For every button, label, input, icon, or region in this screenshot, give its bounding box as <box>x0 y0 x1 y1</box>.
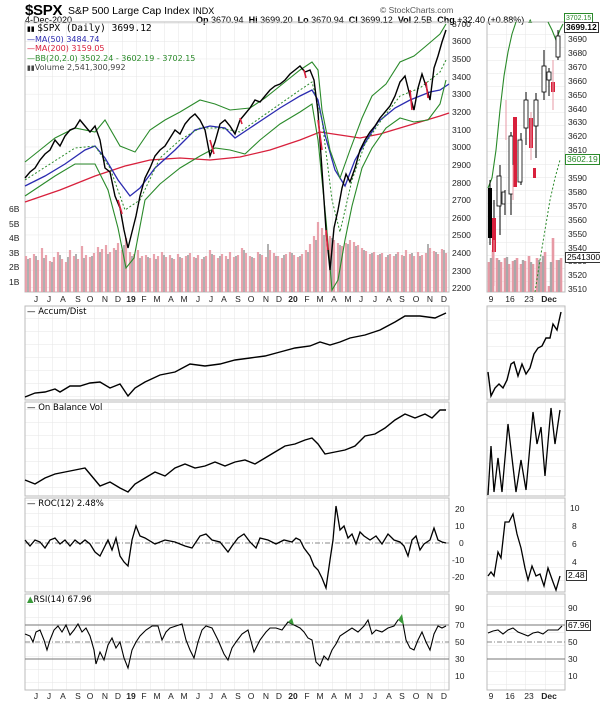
accum-dist-line <box>24 312 447 398</box>
candle-icon: ▮▮ <box>27 25 35 33</box>
ma200-line <box>24 112 450 203</box>
rsi-label: ▲RSI(14) 67.96 <box>27 595 92 605</box>
roc-tag: 2.48 <box>566 570 587 581</box>
obv-panel <box>24 401 566 497</box>
ma200-swatch-icon: — <box>27 44 35 53</box>
line-swatch-icon: — <box>27 499 39 509</box>
bb-swatch-icon: — <box>27 53 35 63</box>
bb-mid-tag: 3602.19 <box>565 154 600 165</box>
ma50-line <box>24 83 450 197</box>
symbol-title: $SPX <box>25 2 63 19</box>
close-price-tag: 3699.12 <box>564 22 599 33</box>
price-candles <box>24 29 447 271</box>
rsi-line <box>24 617 447 670</box>
accum-dist-panel <box>24 305 566 401</box>
rsi-tag: 67.96 <box>566 620 592 631</box>
chart-date: 4-Dec-2020 <box>25 15 73 25</box>
rsi-area-icon: ▲ <box>27 595 34 605</box>
ohlc-summary: Op 3670.94 Hi 3699.20 Lo 3670.94 Cl 3699… <box>196 15 534 25</box>
bb-upper-line <box>24 23 447 180</box>
price-panel <box>24 21 450 293</box>
obv-label: — On Balance Vol <box>27 403 103 413</box>
obv-line <box>24 409 446 493</box>
volume-bars <box>24 222 448 292</box>
roc-label: — ROC(12) 2.48% <box>27 499 104 509</box>
accum-dist-label: — Accum/Dist <box>27 307 87 317</box>
roc-panel <box>24 497 566 593</box>
bb-mid-line <box>24 59 447 233</box>
symbol-name: S&P 500 Large Cap Index INDX <box>68 5 215 17</box>
volume-tag: 2541300 <box>565 252 600 263</box>
line-swatch-icon: — <box>27 403 39 413</box>
price-legend: ▮▮ $SPX (Daily) 3699.12 —MA(50) 3484.74 … <box>27 23 196 72</box>
roc-line <box>24 505 447 591</box>
ma50-swatch-icon: — <box>27 34 35 44</box>
volume-bars-icon: ▮▮ <box>27 64 35 72</box>
inset-price-panel <box>486 21 566 293</box>
copyright: © StockCharts.com <box>380 5 454 15</box>
bb-lower-line <box>24 79 447 292</box>
line-swatch-icon: — <box>27 307 39 317</box>
rsi-panel <box>24 593 566 691</box>
